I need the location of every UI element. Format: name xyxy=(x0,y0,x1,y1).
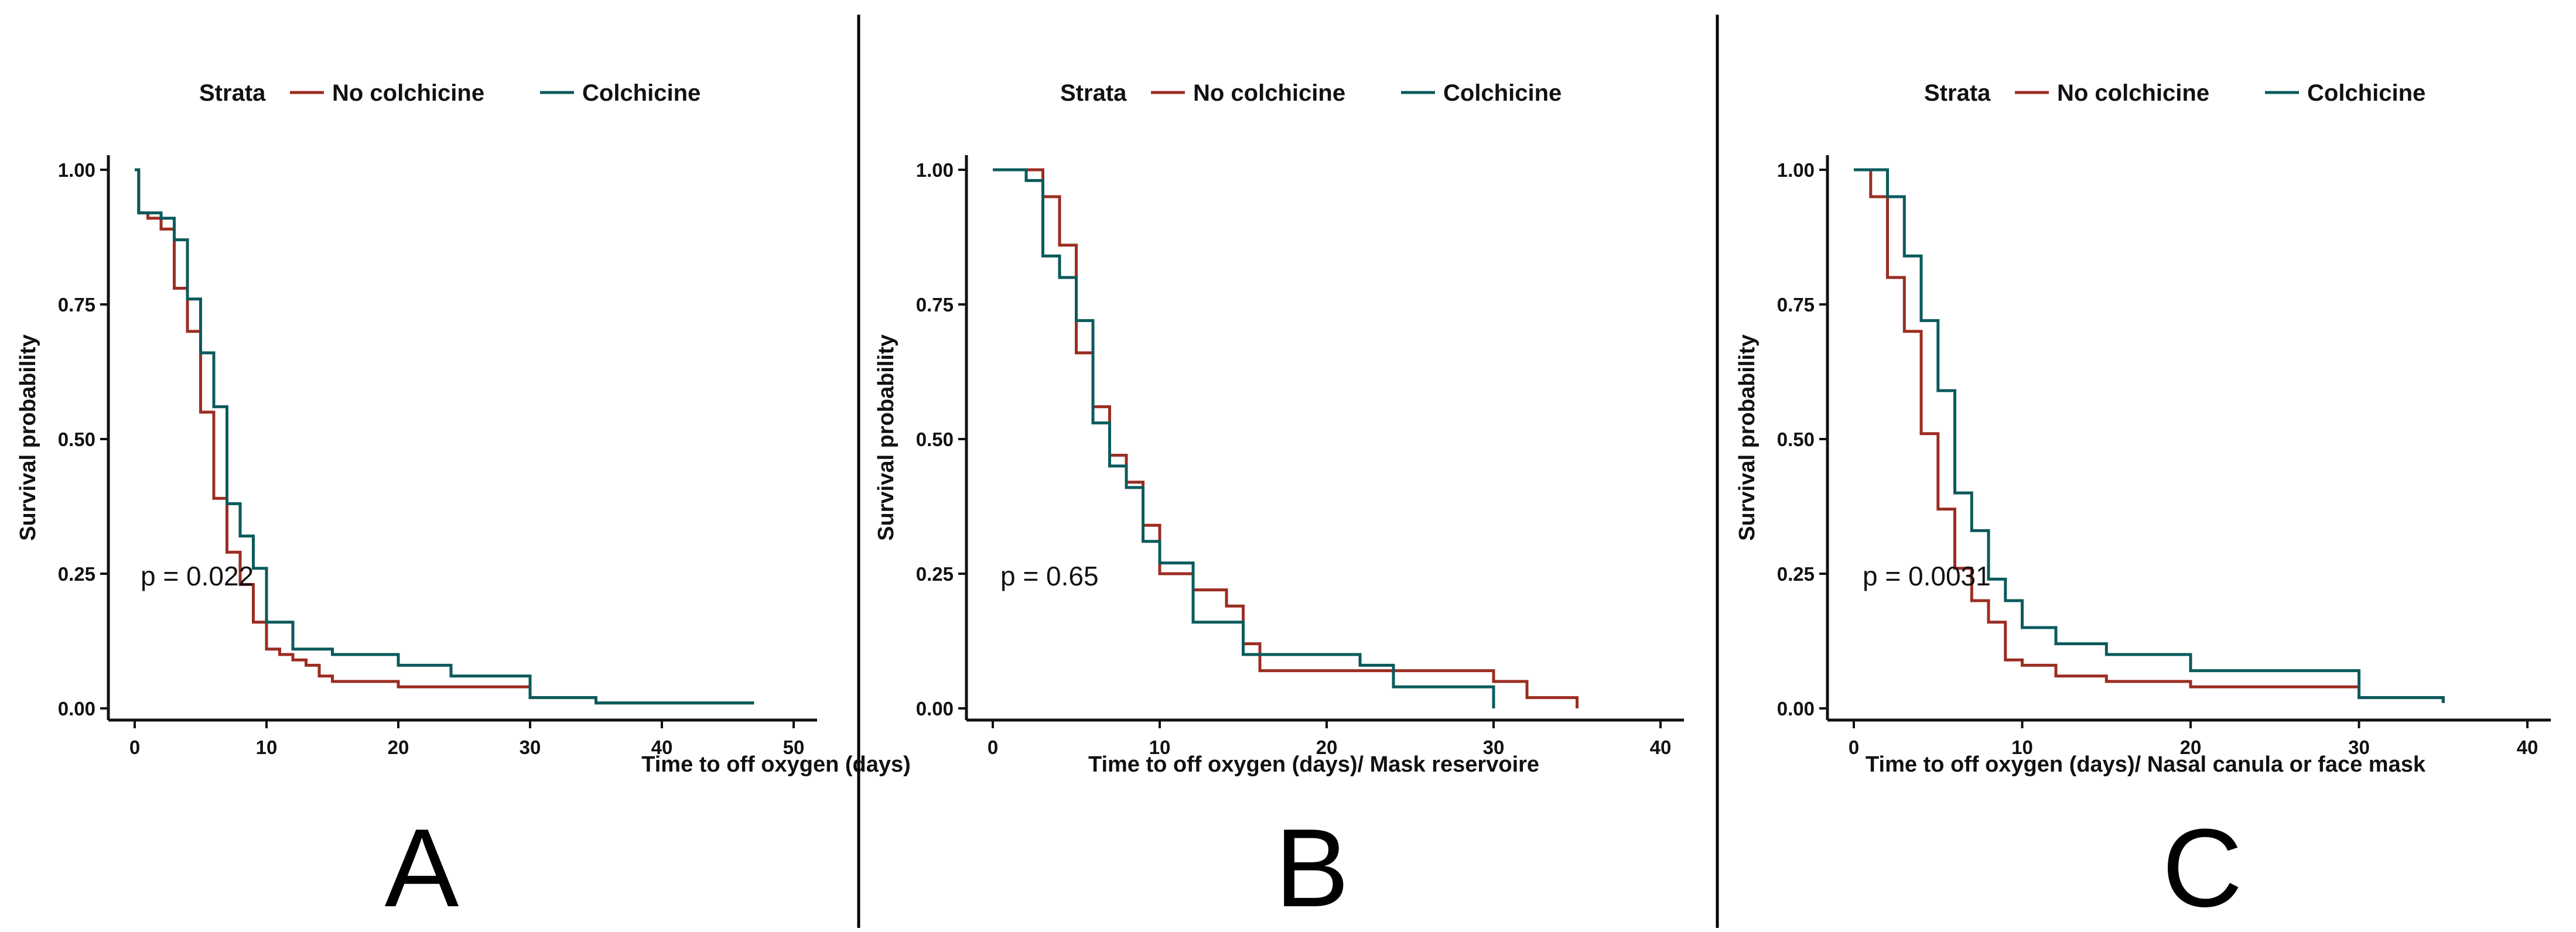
km-curve-colchicine xyxy=(1854,168,2445,703)
panel-a: Strata No colchicine Colchicine 0.00 0.25 0.5… xyxy=(16,80,911,930)
y-axis-title: Survival probability xyxy=(874,334,898,541)
panel-letter: A xyxy=(385,806,459,930)
panel-letter: B xyxy=(1275,806,1350,930)
km-curve-no-colchicine xyxy=(993,168,1579,708)
y-tick-label: 1.00 xyxy=(916,159,954,181)
y-tick-label: 0.00 xyxy=(916,698,954,719)
x-tick-label: 30 xyxy=(520,736,541,758)
x-tick-label: 40 xyxy=(2517,736,2539,758)
legend: Strata No colchicine Colchicine xyxy=(199,80,701,106)
x-tick-label: 30 xyxy=(1483,736,1505,758)
km-curve-colchicine xyxy=(135,168,754,705)
x-tick-label: 20 xyxy=(388,736,409,758)
y-tick-label: 0.50 xyxy=(1777,429,1815,450)
y-tick-label: 1.00 xyxy=(58,159,95,181)
y-tick-label: 0.75 xyxy=(58,294,95,316)
y-axis-title: Survival probability xyxy=(16,334,40,541)
legend: Strata No colchicine Colchicine xyxy=(1924,80,2425,106)
y-tick-label: 0.25 xyxy=(916,563,954,585)
x-axis-title: Time to off oxygen (days)/ Nasal canula … xyxy=(1866,752,2426,777)
legend-title: Strata xyxy=(1060,80,1127,106)
y-tick-label: 0.00 xyxy=(58,698,95,719)
legend-label-colchicine: Colchicine xyxy=(1443,80,1562,106)
legend-label-no-colchicine: No colchicine xyxy=(332,80,484,106)
y-tick-label: 0.50 xyxy=(58,429,95,450)
x-tick-label: 10 xyxy=(2011,736,2033,758)
legend-label-no-colchicine: No colchicine xyxy=(2057,80,2209,106)
x-tick-label: 0 xyxy=(129,736,140,758)
legend-title: Strata xyxy=(199,80,266,106)
p-value-label: p = 0.022 xyxy=(141,561,254,591)
x-axis-title: Time to off oxygen (days) xyxy=(641,752,911,777)
panel-letter: C xyxy=(2162,806,2242,930)
y-tick-label: 0.50 xyxy=(916,429,954,450)
p-value-label: p = 0.65 xyxy=(1000,561,1099,591)
x-tick-label: 50 xyxy=(783,736,805,758)
legend-label-colchicine: Colchicine xyxy=(2307,80,2425,106)
x-tick-label: 20 xyxy=(2180,736,2202,758)
x-tick-label: 20 xyxy=(1316,736,1338,758)
x-tick-label: 40 xyxy=(651,736,673,758)
x-tick-label: 10 xyxy=(256,736,278,758)
x-tick-label: 30 xyxy=(2348,736,2370,758)
legend-label-no-colchicine: No colchicine xyxy=(1193,80,1345,106)
x-tick-label: 10 xyxy=(1149,736,1171,758)
x-tick-label: 0 xyxy=(1849,736,1859,758)
p-value-label: p = 0.0031 xyxy=(1863,561,1991,591)
panel-b: Strata No colchicine Colchicine 0.00 0.25 0.5… xyxy=(874,80,1684,930)
km-curve-no-colchicine xyxy=(135,168,754,705)
y-tick-label: 0.25 xyxy=(1777,563,1815,585)
y-tick-label: 0.75 xyxy=(1777,294,1815,316)
x-axis-title: Time to off oxygen (days)/ Mask reservoi… xyxy=(1088,752,1539,777)
legend-title: Strata xyxy=(1924,80,1991,106)
km-curve-no-colchicine xyxy=(1854,168,2445,703)
y-tick-label: 1.00 xyxy=(1777,159,1815,181)
y-tick-label: 0.75 xyxy=(916,294,954,316)
legend-label-colchicine: Colchicine xyxy=(582,80,701,106)
x-tick-label: 0 xyxy=(988,736,998,758)
y-tick-label: 0.25 xyxy=(58,563,95,585)
legend: Strata No colchicine Colchicine xyxy=(1060,80,1562,106)
panel-c: Strata No colchicine Colchicine 0.00 0.25 0.5… xyxy=(1735,80,2551,930)
y-tick-label: 0.00 xyxy=(1777,698,1815,719)
y-axis-title: Survival probability xyxy=(1735,334,1760,541)
x-tick-label: 40 xyxy=(1650,736,1672,758)
km-curve-colchicine xyxy=(993,168,1495,708)
